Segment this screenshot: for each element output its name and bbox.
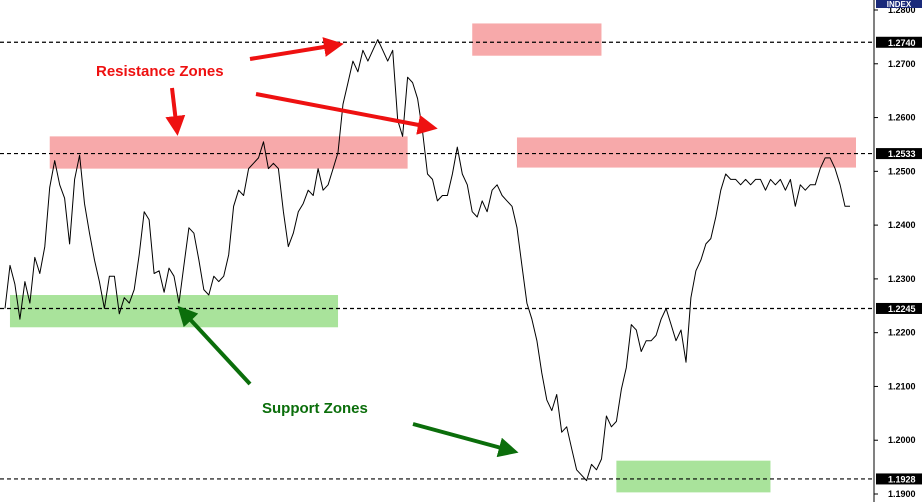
reference-label-0: 1.2740 (888, 38, 916, 48)
index-badge (876, 0, 922, 8)
y-tick-label: 1.2800 (888, 5, 916, 15)
reference-label-bg-1 (876, 148, 922, 160)
y-tick-label: 1.2400 (888, 220, 916, 230)
support-zones-label: Support Zones (262, 400, 368, 417)
y-tick-label: 1.2000 (888, 435, 916, 445)
zones-layer (9, 23, 856, 493)
y-tick-label: 1.1900 (888, 489, 916, 499)
reference-lines-layer (0, 41, 874, 480)
resistance-zones-label: Resistance Zones (96, 63, 224, 80)
reference-label-bg-3 (876, 473, 922, 485)
y-tick-label: 1.2200 (888, 328, 916, 338)
resistance-zone-1 (472, 23, 602, 56)
reference-label-bg-2 (876, 302, 922, 314)
annotation-arrows (165, 37, 519, 458)
reference-label-3: 1.1928 (888, 474, 916, 484)
index-label: INDEX (887, 0, 912, 9)
price-axis: 1.2800 1.2700 1.2600 1.2500 1.2400 1.2300 1.22… (874, 5, 916, 499)
reference-label-2: 1.2245 (888, 304, 916, 314)
support-arrow-to-left-zone (177, 305, 252, 386)
price-series-line-0 (4, 39, 850, 482)
resistance-arrow-to-top-zone (249, 37, 344, 61)
reference-label-1: 1.2533 (888, 149, 916, 159)
resistance-zone-0 (49, 136, 408, 169)
reference-label-bg-0 (876, 36, 922, 48)
resistance-arrow-to-right-zone (255, 92, 438, 135)
y-tick-label: 1.2300 (888, 274, 916, 284)
y-tick-label: 1.2500 (888, 166, 916, 176)
support-arrow-to-bottom-zone (412, 422, 519, 458)
resistance-zone-2 (516, 137, 856, 168)
price-axis-reference-labels: 1.2740 1.2533 1.2245 1.1928 (876, 36, 922, 485)
series-layer (4, 39, 850, 482)
y-tick-label: 1.2700 (888, 59, 916, 69)
resistance-arrow-to-left-zone (165, 87, 186, 136)
support-zone-4 (616, 460, 771, 493)
y-tick-label: 1.2100 (888, 381, 916, 391)
y-tick-label: 1.2600 (888, 113, 916, 123)
support-zone-3 (9, 295, 339, 328)
